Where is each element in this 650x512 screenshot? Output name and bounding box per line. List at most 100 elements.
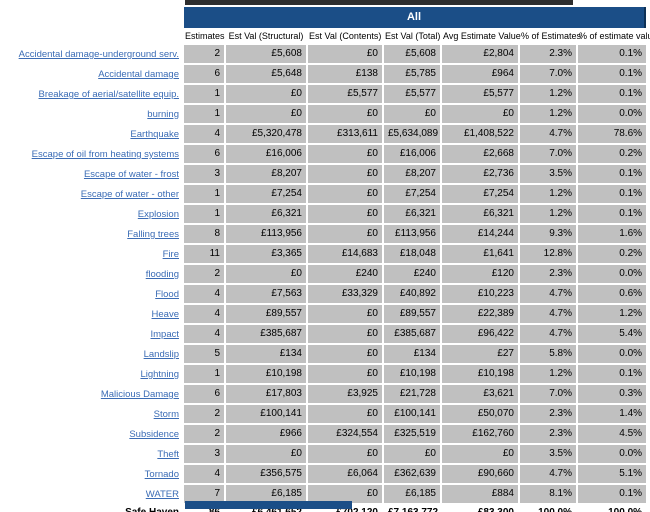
category-link[interactable]: Fire	[162, 249, 179, 260]
est-val-structural-cell: £0	[226, 85, 306, 103]
pct-of-estimates-cell: 7.0%	[520, 145, 576, 163]
est-val-contents-cell: £0	[308, 345, 382, 363]
est-val-structural-cell: £16,006	[226, 145, 306, 163]
pct-of-estimate-value-cell: 0.1%	[578, 205, 647, 223]
category-label-cell: Escape of oil from heating systems	[2, 145, 182, 163]
category-link[interactable]: Breakage of aerial/satellite equip.	[38, 89, 179, 100]
category-link[interactable]: Flood	[155, 289, 179, 300]
category-link[interactable]: Escape of oil from heating systems	[31, 149, 179, 160]
category-link[interactable]: flooding	[145, 269, 179, 280]
est-val-structural-cell: £356,575	[226, 465, 306, 483]
category-link[interactable]: Accidental damage	[98, 69, 179, 80]
pct-of-estimates-cell: 2.3%	[520, 425, 576, 443]
est-val-total-cell: £21,728	[384, 385, 440, 403]
category-link[interactable]: Theft	[157, 449, 179, 460]
category-link[interactable]: Landslip	[143, 349, 179, 360]
pct-of-estimate-value-cell: 0.1%	[578, 365, 647, 383]
category-label-cell: WATER	[2, 485, 182, 503]
table-row: Earthquake 4 £5,320,478 £313,611 £5,634,…	[2, 125, 647, 143]
estimates-cell: 4	[184, 305, 224, 323]
category-link[interactable]: burning	[147, 109, 179, 120]
est-val-contents-cell: £0	[308, 185, 382, 203]
table-row: Impact 4 £385,687 £0 £385,687 £96,422 4.…	[2, 325, 647, 343]
category-link[interactable]: Malicious Damage	[100, 389, 179, 400]
avg-estimate-value-cell: £50,070	[442, 405, 518, 423]
avg-estimate-value-cell: £162,760	[442, 425, 518, 443]
table-row: WATER 7 £6,185 £0 £6,185 £884 8.1% 0.1%	[2, 485, 647, 503]
avg-estimate-value-cell: £2,804	[442, 45, 518, 63]
estimates-cell: 1	[184, 185, 224, 203]
pct-of-estimate-value-cell: 0.2%	[578, 245, 647, 263]
estimates-cell: 2	[184, 405, 224, 423]
totals-avg: £83,300	[442, 505, 518, 512]
est-val-total-cell: £6,321	[384, 205, 440, 223]
category-link[interactable]: Impact	[150, 329, 179, 340]
est-val-total-cell: £0	[384, 105, 440, 123]
estimates-cell: 4	[184, 465, 224, 483]
pct-of-estimates-cell: 7.0%	[520, 385, 576, 403]
est-val-total-cell: £6,185	[384, 485, 440, 503]
avg-estimate-value-cell: £22,389	[442, 305, 518, 323]
pct-of-estimate-value-cell: 0.0%	[578, 445, 647, 463]
category-link[interactable]: Falling trees	[127, 229, 179, 240]
est-val-structural-cell: £6,321	[226, 205, 306, 223]
pct-of-estimates-cell: 7.0%	[520, 65, 576, 83]
est-val-total-cell: £10,198	[384, 365, 440, 383]
table-row: Lightning 1 £10,198 £0 £10,198 £10,198 1…	[2, 365, 647, 383]
pct-of-estimates-cell: 3.5%	[520, 165, 576, 183]
group-header-all: All	[184, 7, 647, 28]
category-link[interactable]: Heave	[151, 309, 179, 320]
est-val-contents-cell: £313,611	[308, 125, 382, 143]
est-val-contents-cell: £0	[308, 405, 382, 423]
pct-of-estimates-cell: 1.2%	[520, 365, 576, 383]
est-val-contents-cell: £0	[308, 45, 382, 63]
category-link[interactable]: Tornado	[144, 469, 179, 480]
pct-of-estimates-cell: 4.7%	[520, 325, 576, 343]
category-label-cell: Flood	[2, 285, 182, 303]
pct-of-estimate-value-cell: 78.6%	[578, 125, 647, 143]
totals-pct-estimates: 100.0%	[520, 505, 576, 512]
category-link[interactable]: Escape of water - other	[80, 189, 179, 200]
pct-of-estimates-cell: 8.1%	[520, 485, 576, 503]
pct-of-estimate-value-cell: 0.1%	[578, 45, 647, 63]
category-link[interactable]: Storm	[153, 409, 179, 420]
category-label-cell: Lightning	[2, 365, 182, 383]
est-val-total-cell: £18,048	[384, 245, 440, 263]
column-header-est-val-structural: Est Val (Structural)	[226, 30, 306, 43]
est-val-total-cell: £113,956	[384, 225, 440, 243]
pct-of-estimate-value-cell: 0.0%	[578, 105, 647, 123]
pct-of-estimates-cell: 3.5%	[520, 445, 576, 463]
pct-of-estimates-cell: 4.7%	[520, 465, 576, 483]
estimates-cell: 5	[184, 345, 224, 363]
pct-of-estimate-value-cell: 0.1%	[578, 185, 647, 203]
totals-label: Safe Haven	[2, 505, 182, 512]
category-link[interactable]: Accidental damage-underground serv.	[18, 49, 179, 60]
category-link[interactable]: Lightning	[140, 369, 179, 380]
label-column-header	[2, 30, 182, 43]
bottom-scrollbar-thumb[interactable]	[185, 501, 352, 509]
category-link[interactable]: Escape of water - frost	[83, 169, 179, 180]
est-val-total-cell: £5,785	[384, 65, 440, 83]
avg-estimate-value-cell: £120	[442, 265, 518, 283]
pct-of-estimate-value-cell: 4.5%	[578, 425, 647, 443]
pct-of-estimates-cell: 1.2%	[520, 205, 576, 223]
est-val-structural-cell: £113,956	[226, 225, 306, 243]
estimates-cell: 2	[184, 265, 224, 283]
table-row: Accidental damage-underground serv. 2 £5…	[2, 45, 647, 63]
category-label-cell: Escape of water - frost	[2, 165, 182, 183]
category-link[interactable]: WATER	[145, 489, 179, 500]
estimates-report-table: All Estimates Est Val (Structural) Est V…	[0, 5, 650, 512]
category-link[interactable]: Earthquake	[130, 129, 179, 140]
avg-estimate-value-cell: £1,408,522	[442, 125, 518, 143]
estimates-cell: 1	[184, 85, 224, 103]
column-header-row: Estimates Est Val (Structural) Est Val (…	[2, 30, 650, 43]
pct-of-estimates-cell: 9.3%	[520, 225, 576, 243]
category-link[interactable]: Explosion	[137, 209, 179, 220]
table-row: Accidental damage 6 £5,648 £138 £5,785 £…	[2, 65, 647, 83]
category-link[interactable]: Subsidence	[129, 429, 179, 440]
table-row: flooding 2 £0 £240 £240 £120 2.3% 0.0%	[2, 265, 647, 283]
avg-estimate-value-cell: £27	[442, 345, 518, 363]
table-row: Heave 4 £89,557 £0 £89,557 £22,389 4.7% …	[2, 305, 647, 323]
est-val-contents-cell: £5,577	[308, 85, 382, 103]
est-val-contents-cell: £3,925	[308, 385, 382, 403]
